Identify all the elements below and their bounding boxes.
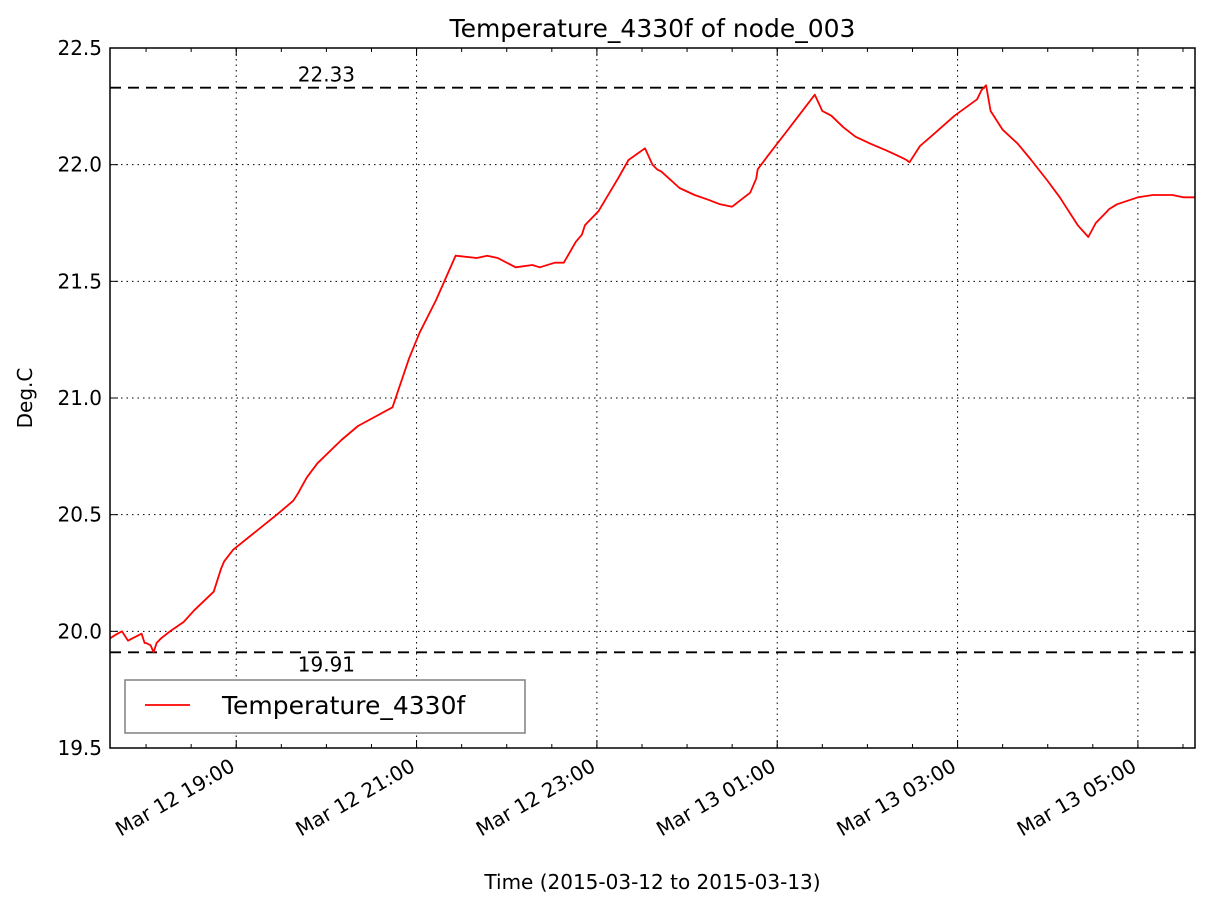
- series-layer: [109, 84, 1195, 654]
- y-tick-label: 21.5: [57, 269, 102, 293]
- y-axis-label: Deg.C: [13, 368, 37, 429]
- legend-label: Temperature_4330f: [221, 691, 466, 720]
- legend: Temperature_4330f: [124, 679, 526, 734]
- y-tick-label: 19.5: [57, 736, 102, 760]
- chart-title: Temperature_4330f of node_003: [449, 14, 856, 43]
- reference-label: 22.33: [298, 63, 355, 87]
- grid-lines: [110, 48, 1195, 748]
- y-tick-label: 20.0: [57, 619, 102, 643]
- x-tick-label: Mar 12 21:00: [291, 754, 419, 842]
- series-line: [109, 84, 1195, 654]
- y-tick-label: 21.0: [57, 386, 102, 410]
- x-tick-label: Mar 12 23:00: [472, 754, 600, 842]
- plot-frame: [109, 47, 1196, 749]
- reference-label: 19.91: [298, 652, 355, 676]
- x-axis-label: Time (2015-03-12 to 2015-03-13): [483, 870, 820, 894]
- x-tick-label: Mar 13 03:00: [832, 754, 960, 842]
- y-tick-label: 22.5: [57, 36, 102, 60]
- x-tick-label: Mar 13 05:00: [1013, 754, 1141, 842]
- x-tick-label: Mar 13 01:00: [652, 754, 780, 842]
- y-tick-label: 20.5: [57, 503, 102, 527]
- x-tick-label: Mar 12 19:00: [111, 754, 239, 842]
- reference-lines: 22.33 19.91: [110, 63, 1195, 676]
- legend-box: [124, 679, 526, 734]
- y-tick-label: 22.0: [57, 153, 102, 177]
